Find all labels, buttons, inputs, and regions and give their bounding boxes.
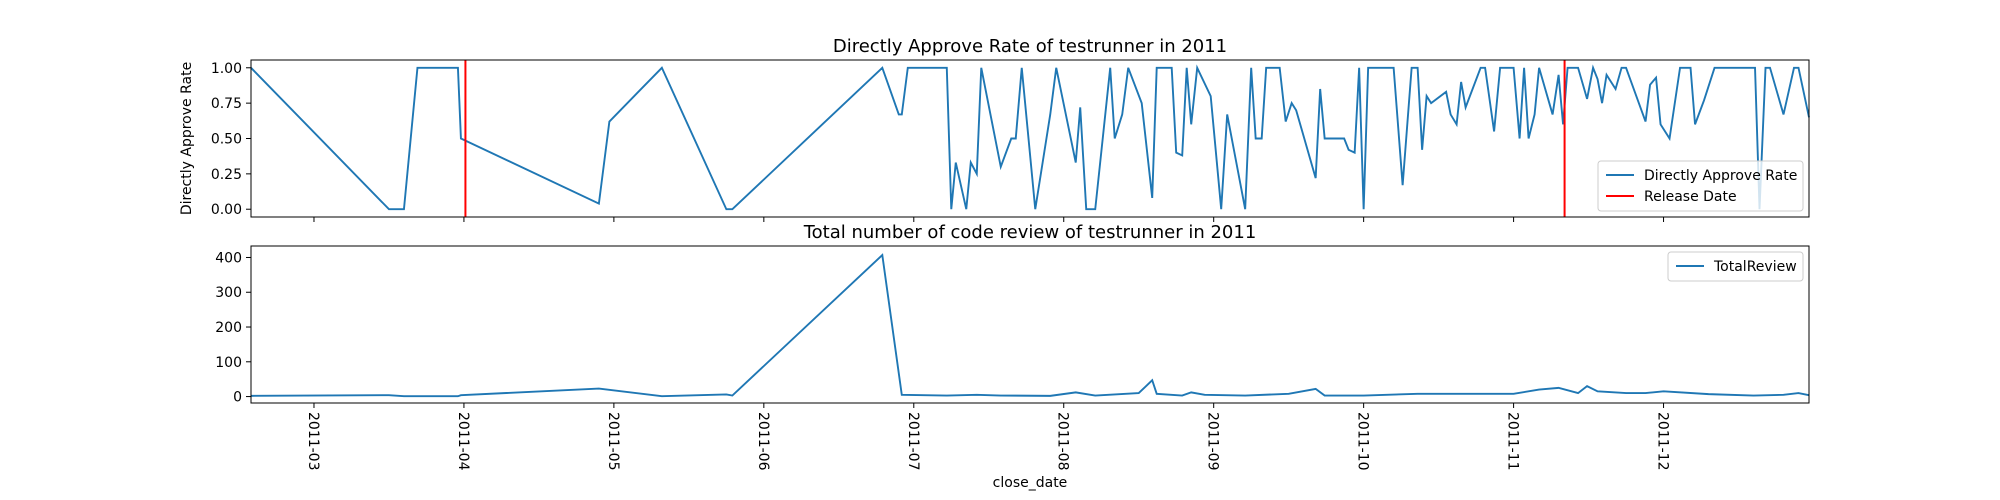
plot-frame [250, 59, 1810, 218]
legend-label: Release Date [1644, 189, 1737, 205]
x-tick-label: 2011-09 [1205, 412, 1221, 471]
y-tick-label: 0 [233, 390, 242, 406]
x-tick-label: 2011-11 [1505, 412, 1521, 471]
x-tick-label: 2011-07 [905, 412, 921, 471]
chart-title: Total number of code review of testrunne… [803, 222, 1257, 243]
plot-frame [250, 245, 1810, 404]
x-tick-label: 2011-08 [1055, 412, 1071, 471]
data-line [250, 64, 1810, 211]
x-tick-label: 2011-12 [1655, 412, 1671, 471]
legend-label: Directly Approve Rate [1644, 168, 1797, 184]
legend-label: TotalReview [1713, 259, 1797, 275]
data-line [250, 253, 1810, 398]
y-tick-label: 300 [215, 285, 242, 301]
y-tick-label: 1.00 [211, 61, 242, 77]
x-tick-label: 2011-04 [455, 412, 471, 471]
y-tick-label: 0.00 [211, 202, 242, 218]
x-axis-label: close_date [993, 475, 1068, 491]
x-tick-label: 2011-05 [605, 412, 621, 471]
y-tick-label: 400 [215, 250, 242, 266]
y-tick-label: 100 [215, 355, 242, 371]
legend-box [1597, 160, 1804, 212]
chart-title: Directly Approve Rate of testrunner in 2… [833, 36, 1227, 57]
y-tick-label: 0.25 [211, 167, 242, 183]
y-tick-label: 0.75 [211, 96, 242, 112]
y-axis-label: Directly Approve Rate [179, 62, 195, 215]
x-tick-label: 2011-10 [1355, 412, 1371, 471]
x-tick-label: 2011-03 [305, 412, 321, 471]
legend-box [1667, 251, 1804, 282]
y-tick-label: 0.50 [211, 132, 242, 148]
y-tick-label: 200 [215, 320, 242, 336]
x-tick-label: 2011-06 [755, 412, 771, 471]
